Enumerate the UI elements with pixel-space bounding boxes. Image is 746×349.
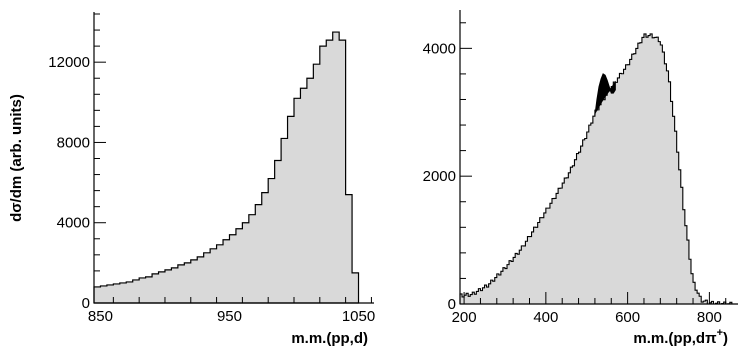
- y-tick-label: 4000: [423, 40, 456, 57]
- x-tick-label: 950: [217, 308, 242, 325]
- x-tick-label: 850: [88, 308, 113, 325]
- histogram-bins: [459, 33, 734, 305]
- signal-peak: [594, 73, 616, 116]
- y-tick-label: 0: [82, 295, 90, 312]
- x-axis-title: m.m.(pp,dπ+): [633, 327, 728, 347]
- x-tick-label: 400: [533, 309, 558, 326]
- y-axis-title: dσ/dm (arb. units): [8, 94, 25, 222]
- x-tick-label: 200: [452, 309, 477, 326]
- x-axis-title-close: ): [723, 330, 728, 347]
- x-axis-title-superscript: +: [717, 327, 723, 339]
- x-axis-title-main: m.m.(pp,dπ: [633, 330, 717, 347]
- y-tick-label: 12000: [48, 54, 90, 71]
- histogram-bins: [93, 31, 360, 304]
- left-histogram-panel: 0 4000 8000 12000 850 950 1050 m.m.(pp,d) dσ/dm …: [8, 12, 375, 347]
- y-tick-label: 0: [448, 296, 456, 313]
- y-tick-label: 4000: [57, 215, 90, 232]
- y-tick-label: 2000: [423, 168, 456, 185]
- y-tick-label: 8000: [57, 134, 90, 151]
- x-tick-label: 600: [615, 309, 640, 326]
- x-tick-label: 1050: [342, 308, 375, 325]
- x-axis-title: m.m.(pp,d): [291, 330, 368, 347]
- x-tick-label: 800: [697, 309, 722, 326]
